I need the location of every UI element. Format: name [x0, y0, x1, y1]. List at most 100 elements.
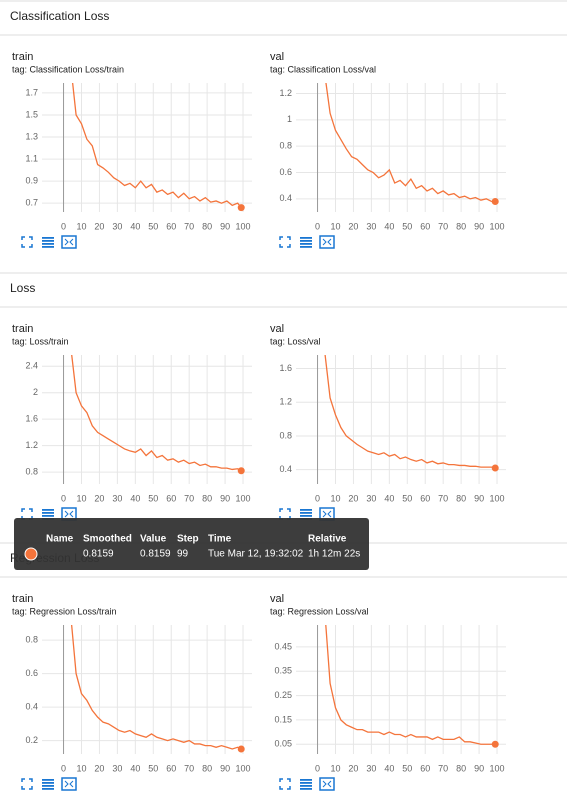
y-tick-label: 1.1 [25, 153, 38, 163]
x-tick-label: 70 [184, 763, 194, 773]
chart-title: val [270, 323, 284, 335]
chart-tag: tag: Loss/train [12, 336, 69, 346]
x-tick-label: 40 [384, 763, 394, 773]
tooltip-value: Tue Mar 12, 19:32:02 [208, 549, 304, 560]
x-tick-label: 60 [420, 221, 430, 231]
x-tick-label: 70 [438, 763, 448, 773]
x-tick-label: 30 [366, 493, 376, 503]
fit-domain-button[interactable] [61, 235, 77, 249]
section-title: Classification Loss [10, 9, 109, 23]
data-table-button[interactable] [300, 237, 312, 248]
icon [61, 235, 77, 249]
x-tick-label: 60 [166, 763, 176, 773]
icon [42, 246, 54, 248]
chart-title: train [12, 593, 33, 605]
x-tick-label: 70 [438, 493, 448, 503]
y-tick-label: 0.8 [25, 634, 38, 644]
fullscreen-button[interactable] [21, 778, 33, 790]
fullscreen-button[interactable] [21, 236, 33, 248]
x-tick-label: 10 [76, 763, 86, 773]
fit-domain-button[interactable] [319, 235, 335, 249]
x-tick-label: 10 [76, 493, 86, 503]
tooltip-box [14, 518, 369, 570]
tooltip-value: 0.8159 [83, 549, 114, 560]
y-tick-label: 1.2 [279, 397, 292, 407]
y-tick-label: 1.7 [25, 87, 38, 97]
loss-line [70, 625, 242, 750]
x-tick-label: 50 [148, 221, 158, 231]
icon [42, 515, 54, 517]
x-tick-label: 80 [202, 763, 212, 773]
icon [279, 508, 291, 520]
last-point [491, 740, 499, 748]
x-tick-label: 60 [166, 493, 176, 503]
fit-domain-button[interactable] [61, 777, 77, 791]
y-tick-label: 0.45 [274, 641, 292, 651]
x-tick-label: 0 [61, 221, 66, 231]
x-tick-label: 40 [384, 221, 394, 231]
y-tick-label: 1 [287, 114, 292, 124]
x-tick-label: 50 [402, 221, 412, 231]
x-tick-label: 70 [184, 221, 194, 231]
x-tick-label: 90 [474, 763, 484, 773]
x-tick-label: 30 [366, 221, 376, 231]
icon [42, 509, 54, 511]
fullscreen-button[interactable] [279, 236, 291, 248]
y-tick-label: 0.8 [25, 466, 38, 476]
icon [322, 238, 332, 246]
icon [300, 779, 312, 781]
x-tick-label: 100 [236, 493, 251, 503]
y-tick-label: 0.7 [25, 198, 38, 208]
x-tick-label: 20 [348, 763, 358, 773]
y-tick-label: 0.9 [25, 176, 38, 186]
loss-line [325, 83, 496, 203]
x-tick-label: 80 [456, 763, 466, 773]
fullscreen-button[interactable] [279, 778, 291, 790]
data-table-button[interactable] [42, 237, 54, 248]
icon [319, 235, 335, 249]
fit-domain-button[interactable] [319, 777, 335, 791]
x-tick-label: 50 [148, 493, 158, 503]
fullscreen-button[interactable] [21, 508, 33, 520]
x-tick-label: 100 [490, 763, 505, 773]
icon [61, 777, 77, 791]
icon [21, 508, 33, 520]
y-tick-label: 1.2 [25, 440, 38, 450]
chart-title: train [12, 323, 33, 335]
tooltip-value: 0.8159 [140, 549, 171, 560]
x-tick-label: 100 [236, 763, 251, 773]
x-tick-label: 90 [220, 493, 230, 503]
fullscreen-button[interactable] [279, 508, 291, 520]
y-tick-label: 0.2 [25, 735, 38, 745]
x-tick-label: 10 [330, 493, 340, 503]
chart-tag: tag: Loss/val [270, 336, 321, 346]
y-tick-label: 0.4 [279, 464, 292, 474]
loss-line [325, 625, 496, 745]
x-tick-label: 70 [438, 221, 448, 231]
x-tick-label: 80 [202, 493, 212, 503]
tooltip-value: 1h 12m 22s [308, 549, 360, 560]
y-tick-label: 0.4 [25, 701, 38, 711]
icon [322, 510, 332, 518]
x-tick-label: 0 [61, 763, 66, 773]
loss-line [324, 355, 496, 469]
data-table-button[interactable] [42, 779, 54, 790]
x-tick-label: 60 [420, 763, 430, 773]
icon [322, 780, 332, 788]
x-tick-label: 10 [330, 763, 340, 773]
data-table-button[interactable] [300, 779, 312, 790]
icon [42, 237, 54, 239]
y-tick-label: 0.4 [279, 193, 292, 203]
icon [42, 779, 54, 781]
x-tick-label: 20 [94, 221, 104, 231]
x-tick-label: 90 [474, 221, 484, 231]
icon [64, 510, 74, 518]
x-tick-label: 90 [474, 493, 484, 503]
x-tick-label: 100 [236, 221, 251, 231]
x-tick-label: 30 [112, 221, 122, 231]
y-tick-label: 0.6 [25, 668, 38, 678]
x-tick-label: 80 [456, 493, 466, 503]
y-tick-label: 1.3 [25, 131, 38, 141]
x-tick-label: 40 [130, 763, 140, 773]
